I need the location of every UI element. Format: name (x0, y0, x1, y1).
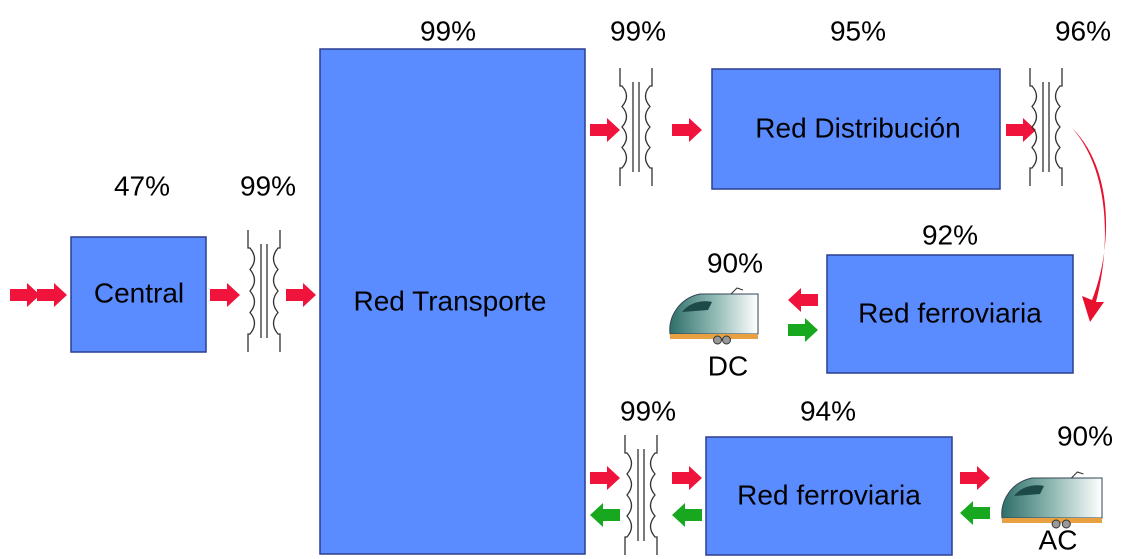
train (1001, 471, 1103, 529)
node-label: Central (94, 277, 184, 308)
train-efficiency: 90% (1057, 420, 1113, 451)
transformer-winding (1054, 68, 1063, 186)
train-body (1001, 477, 1103, 519)
arrow (788, 318, 818, 342)
transformer (247, 230, 281, 352)
train (669, 287, 759, 345)
arrow (960, 466, 990, 490)
train-efficiency: 90% (707, 247, 763, 278)
node-label: Red Distribución (755, 112, 960, 143)
arrow (672, 466, 702, 490)
node-label: Red ferroviaria (858, 297, 1042, 328)
train-window (1014, 485, 1044, 496)
arrow (1006, 118, 1036, 142)
train-wheel (713, 335, 722, 345)
transformer-efficiency: 96% (1055, 15, 1111, 46)
train-wheel (722, 335, 731, 345)
node-efficiency: 47% (114, 170, 170, 201)
arrow (37, 283, 67, 307)
node-efficiency: 92% (922, 219, 978, 250)
arrow (788, 288, 818, 312)
train-body (669, 293, 759, 335)
pantograph (1071, 471, 1084, 479)
arrow (210, 283, 240, 307)
central-box (70, 236, 207, 353)
pantograph (730, 287, 744, 295)
train-wheel (1061, 519, 1071, 529)
arrow (672, 503, 702, 527)
transport-box (319, 48, 586, 555)
node-efficiency: 95% (830, 15, 886, 46)
rail-ac-box (705, 436, 953, 556)
transformer-efficiency: 99% (610, 15, 666, 46)
transformer-efficiency: 99% (620, 395, 676, 426)
transformer-winding (272, 230, 281, 352)
transformer (1029, 68, 1063, 186)
train-label: DC (708, 350, 748, 381)
distribution-box (711, 68, 1001, 190)
rail-dc-box (826, 254, 1074, 374)
arrow (590, 118, 620, 142)
transformer-winding (619, 68, 628, 186)
train-wheel (1051, 519, 1061, 529)
node-label: Red Transporte (354, 285, 547, 316)
arrow (590, 503, 620, 527)
arrow (286, 283, 316, 307)
curved-arrow (1072, 128, 1107, 322)
train-base (670, 334, 758, 339)
train-window (682, 301, 712, 312)
arrow (960, 501, 990, 525)
node-efficiency: 94% (800, 395, 856, 426)
transformer-efficiency: 99% (240, 170, 296, 201)
node-efficiency: 99% (420, 15, 476, 46)
transformer-winding (1029, 68, 1038, 186)
transformer (624, 435, 658, 555)
transformer-winding (624, 435, 633, 555)
arrow (590, 466, 620, 490)
arrow (672, 118, 702, 142)
node-label: Red ferroviaria (737, 479, 921, 510)
transformer-winding (644, 68, 653, 186)
transformer (619, 68, 653, 186)
train-label: AC (1039, 524, 1078, 555)
arrow (10, 283, 40, 307)
transformer-winding (649, 435, 658, 555)
transformer-winding (247, 230, 256, 352)
train-base (1002, 518, 1102, 523)
